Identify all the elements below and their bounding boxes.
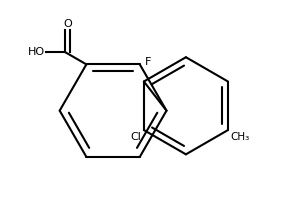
Text: O: O xyxy=(63,19,72,29)
Text: Cl: Cl xyxy=(131,133,141,142)
Text: CH₃: CH₃ xyxy=(231,133,250,142)
Text: F: F xyxy=(145,57,151,67)
Text: HO: HO xyxy=(28,47,45,57)
